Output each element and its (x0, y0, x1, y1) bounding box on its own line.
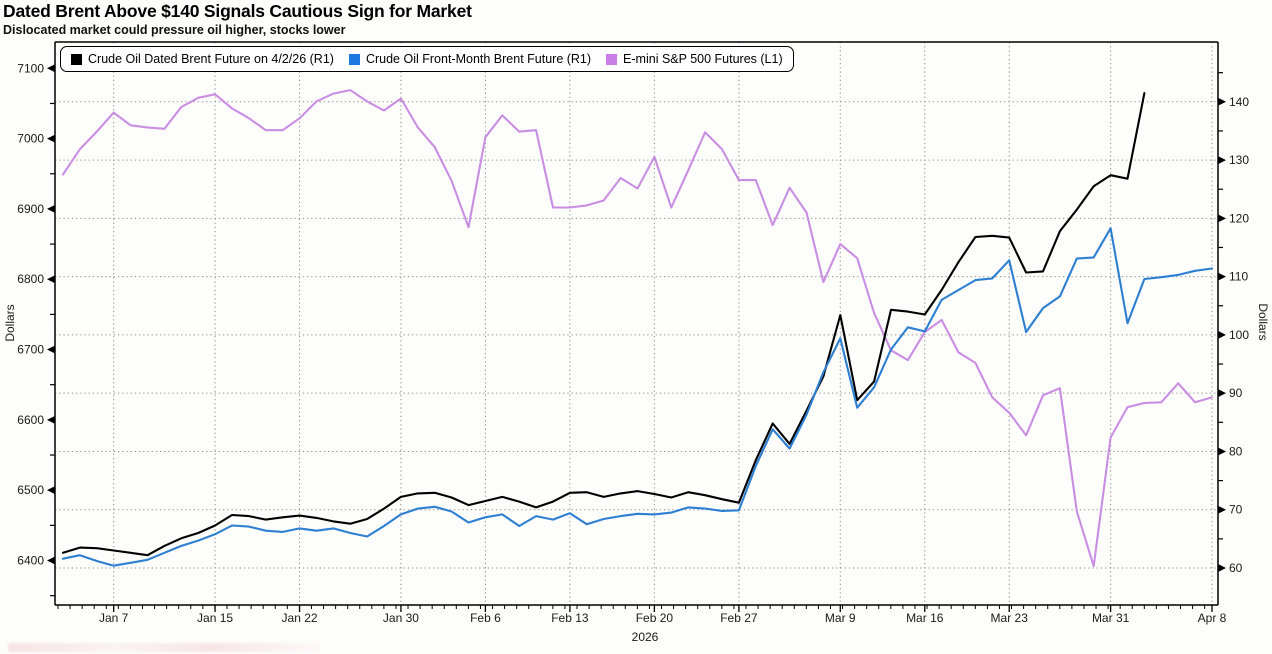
legend-swatch-blue-icon (348, 53, 360, 65)
svg-text:120: 120 (1229, 211, 1249, 225)
left-axis: 6400 6500 6600 6700 6800 6900 7000 7100 Dollars (3, 61, 55, 597)
series-line-front-month-brent[interactable] (61, 227, 1214, 567)
legend-item-dated-brent[interactable]: Crude Oil Dated Brent Future on 4/2/26 (… (71, 52, 334, 66)
svg-text:Mar 23: Mar 23 (991, 611, 1029, 625)
svg-text:90: 90 (1229, 386, 1243, 400)
left-axis-title: Dollars (3, 304, 17, 341)
svg-text:Feb 20: Feb 20 (636, 611, 674, 625)
svg-text:70: 70 (1229, 503, 1243, 517)
svg-text:6400: 6400 (17, 554, 44, 568)
svg-text:6900: 6900 (17, 202, 44, 216)
right-axis-title: Dollars (1256, 303, 1270, 340)
svg-text:7000: 7000 (17, 132, 44, 146)
svg-text:Apr 8: Apr 8 (1198, 611, 1227, 625)
svg-text:6600: 6600 (17, 413, 44, 427)
svg-text:Jan 15: Jan 15 (197, 611, 233, 625)
svg-text:80: 80 (1229, 444, 1243, 458)
series-lines (61, 89, 1214, 568)
axes-frame (54, 41, 1219, 606)
svg-text:6700: 6700 (17, 343, 44, 357)
x-axis: Jan 7 Jan 15 Jan 22 Jan 30 Feb 6 Feb 13 Feb 20… (57, 605, 1227, 644)
right-axis: 60 70 80 90 100 110 120 130 140 Dollars (1218, 72, 1270, 575)
svg-text:Feb 6: Feb 6 (470, 611, 501, 625)
svg-text:6800: 6800 (17, 272, 44, 286)
svg-text:Mar 9: Mar 9 (825, 611, 856, 625)
chart-legend: Crude Oil Dated Brent Future on 4/2/26 (… (60, 46, 794, 72)
legend-label-emini-sp500: E-mini S&P 500 Futures (L1) (623, 52, 783, 66)
legend-item-front-month-brent[interactable]: Crude Oil Front-Month Brent Future (R1) (348, 52, 592, 66)
series-line-emini-sp500[interactable] (61, 89, 1214, 568)
svg-text:Feb 13: Feb 13 (551, 611, 589, 625)
svg-text:100: 100 (1229, 328, 1249, 342)
legend-swatch-black-icon (71, 53, 82, 65)
watermark-smudge (8, 643, 320, 652)
svg-text:130: 130 (1229, 153, 1249, 167)
x-axis-year-label: 2026 (632, 630, 659, 644)
legend-label-dated-brent: Crude Oil Dated Brent Future on 4/2/26 (… (88, 52, 334, 66)
svg-text:140: 140 (1229, 95, 1249, 109)
svg-text:110: 110 (1229, 270, 1248, 284)
svg-text:7100: 7100 (17, 61, 44, 75)
series-line-dated-brent[interactable] (61, 92, 1146, 557)
svg-text:Mar 31: Mar 31 (1092, 611, 1130, 625)
chart-subtitle: Dislocated market could pressure oil hig… (3, 23, 346, 37)
svg-text:60: 60 (1229, 561, 1243, 575)
svg-text:Jan 30: Jan 30 (383, 611, 419, 625)
legend-item-emini-sp500[interactable]: E-mini S&P 500 Futures (L1) (606, 52, 783, 66)
gridlines (55, 42, 1218, 605)
legend-label-front-month-brent: Crude Oil Front-Month Brent Future (R1) (365, 52, 592, 66)
svg-text:Feb 27: Feb 27 (720, 611, 758, 625)
legend-swatch-purple-icon (606, 53, 618, 65)
svg-text:6500: 6500 (17, 483, 44, 497)
svg-text:Jan 7: Jan 7 (99, 611, 129, 625)
svg-text:Jan 22: Jan 22 (282, 611, 318, 625)
svg-text:Mar 16: Mar 16 (906, 611, 944, 625)
chart-title: Dated Brent Above $140 Signals Cautious … (3, 1, 472, 21)
